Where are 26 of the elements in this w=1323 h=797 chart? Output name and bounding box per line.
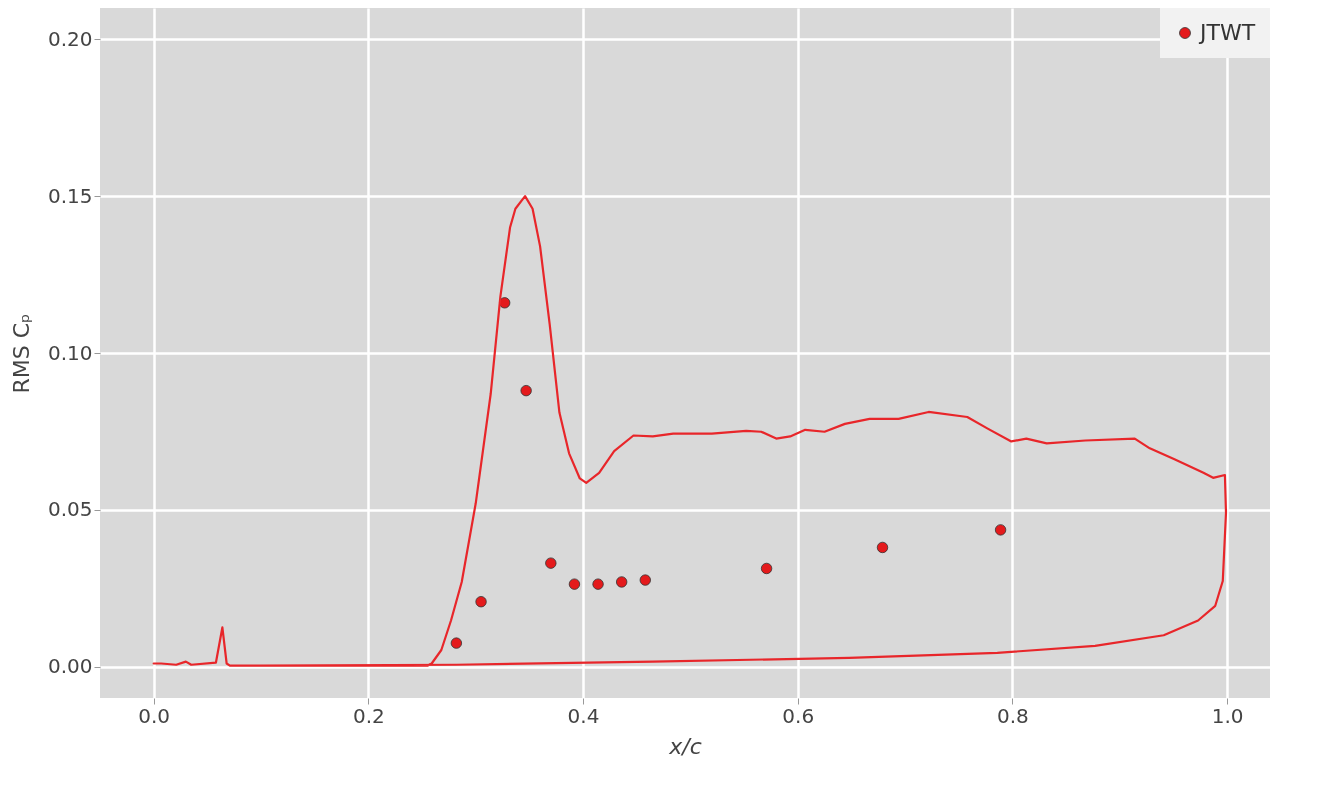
point	[876, 541, 889, 554]
line-series	[152, 195, 1228, 667]
x-tick-label: 0.6	[782, 703, 815, 728]
point	[568, 578, 581, 590]
point	[994, 524, 1007, 536]
x-tick-label: 1.0	[1211, 703, 1244, 728]
y-tick-label: 0.00	[47, 654, 93, 679]
x-tick-label: 0.8	[996, 703, 1029, 728]
point	[475, 596, 487, 608]
x-tick-label: 0.0	[138, 703, 171, 728]
y-tick-label: 0.10	[47, 340, 93, 365]
point	[639, 574, 651, 586]
legend-label: JTWT	[1198, 20, 1256, 45]
y-tick-label: 0.05	[47, 497, 93, 522]
point	[616, 576, 628, 588]
y-tick-label: 0.20	[47, 26, 93, 51]
point	[760, 562, 773, 575]
point	[520, 385, 532, 397]
point	[545, 557, 557, 569]
y-axis-title: RMS Cₚ	[8, 313, 34, 394]
point	[450, 637, 463, 649]
x-tick-label: 0.4	[567, 703, 600, 728]
y-tick-label: 0.15	[47, 183, 93, 208]
x-axis-title: x/c	[668, 733, 702, 759]
point	[592, 578, 604, 590]
x-tick-label: 0.2	[352, 703, 385, 728]
